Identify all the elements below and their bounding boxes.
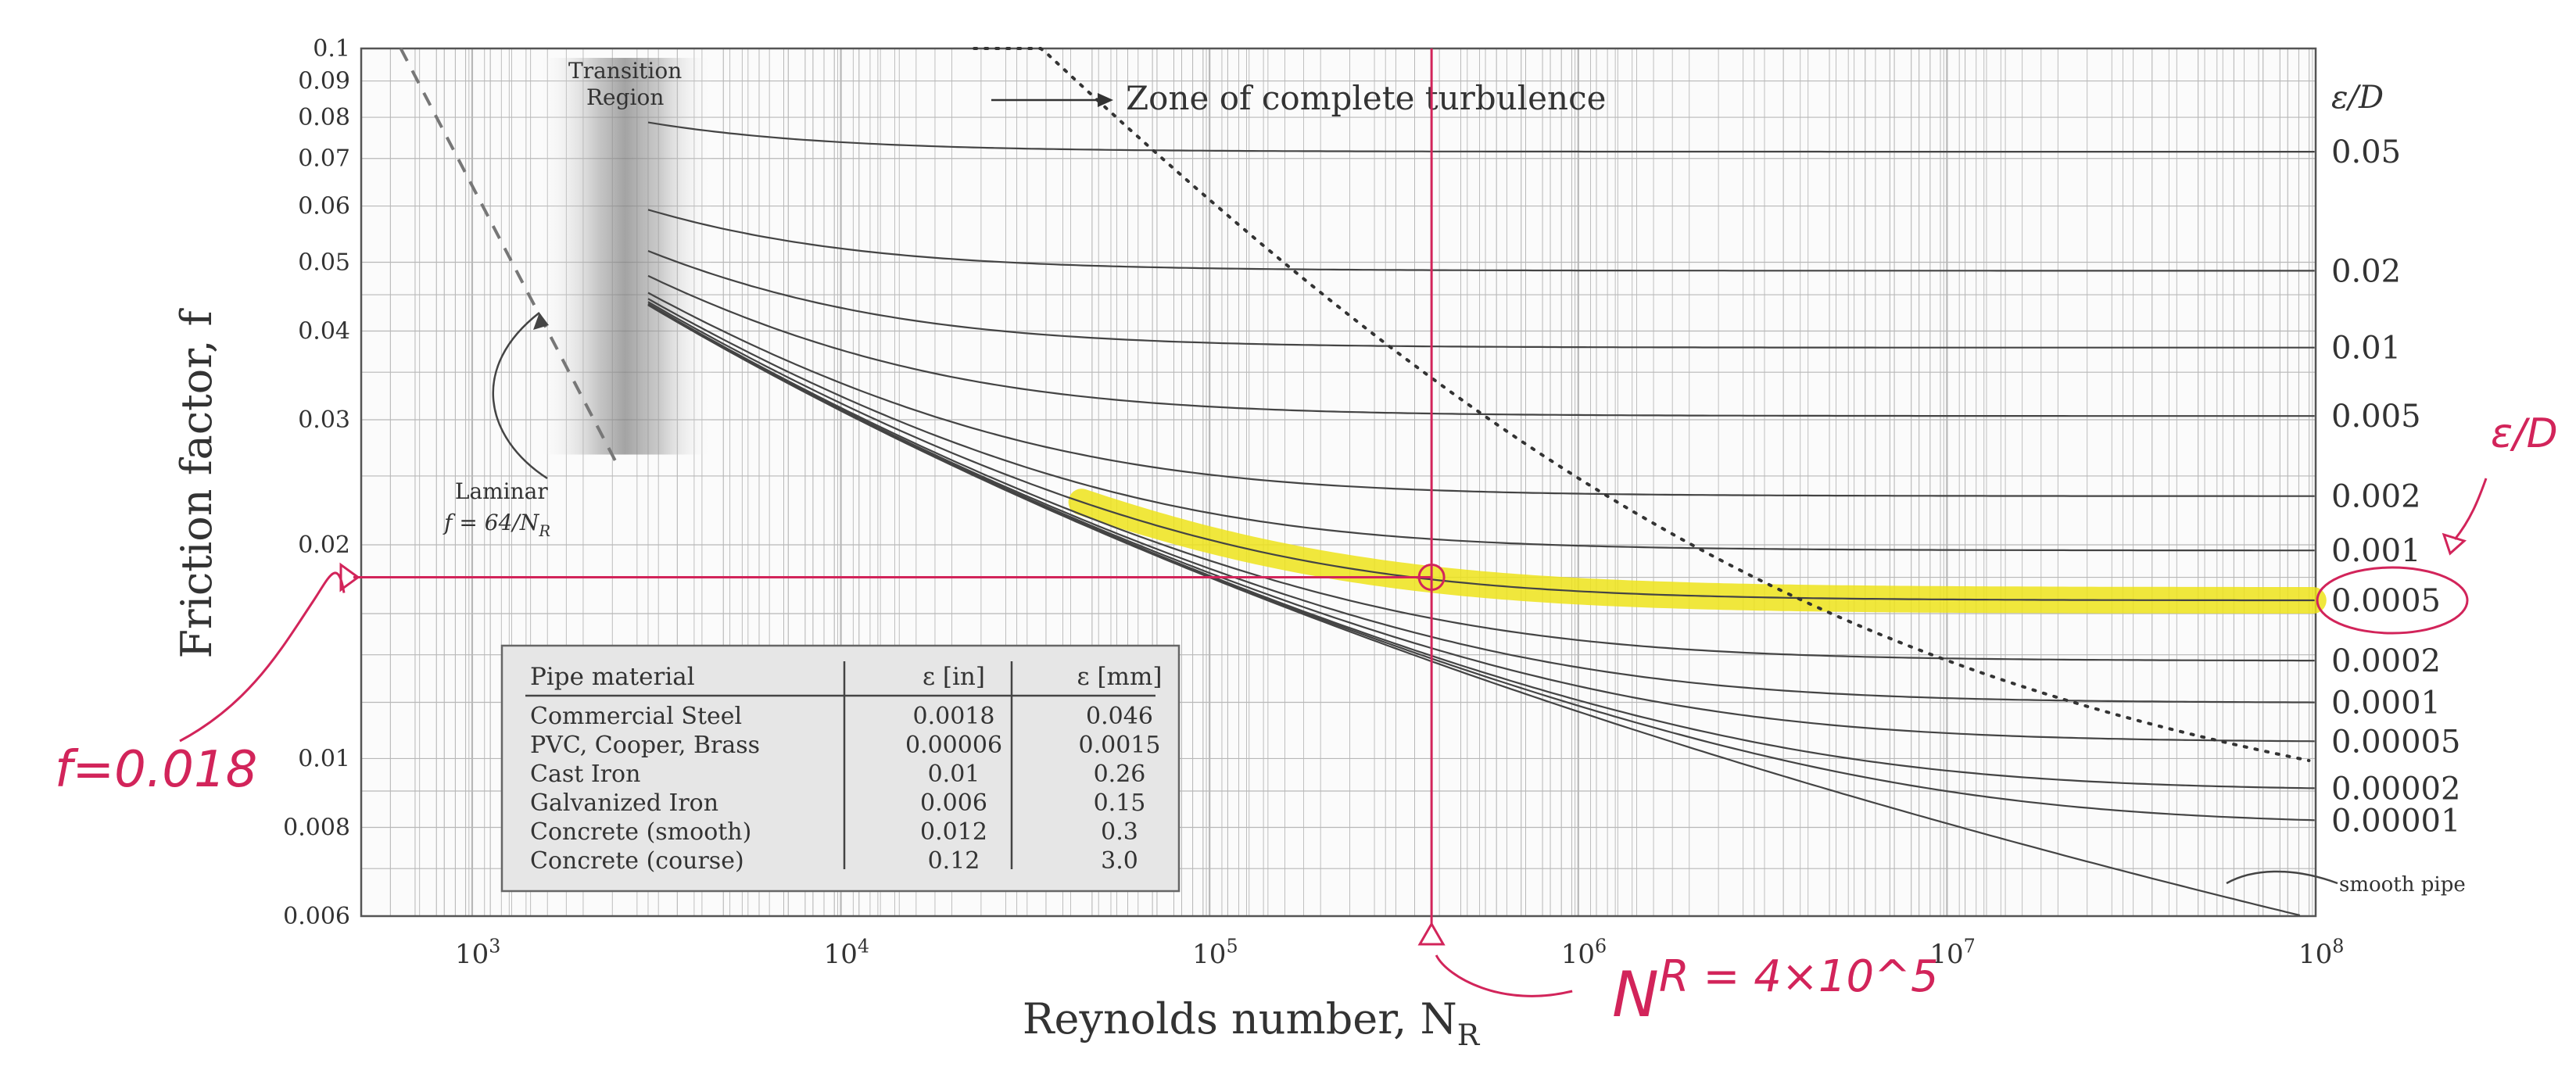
table-cell: 0.12 bbox=[928, 847, 980, 875]
pen-intersection-circle bbox=[1417, 564, 1446, 592]
x-tick-label: 104 bbox=[824, 935, 869, 970]
x-tick-label: 107 bbox=[1929, 935, 1975, 970]
x-tick-label: 103 bbox=[455, 935, 500, 970]
table-cell: 0.01 bbox=[928, 761, 980, 788]
x-tick-label: 108 bbox=[2298, 935, 2344, 970]
laminar-line bbox=[399, 48, 618, 463]
curve-ed-0.0001 bbox=[647, 303, 2315, 703]
table-header-0: Pipe material bbox=[530, 663, 695, 691]
complete-turbulence-boundary bbox=[973, 47, 2311, 762]
transition-region-band bbox=[537, 58, 714, 455]
materials-table-box bbox=[500, 644, 1181, 893]
table-cell: 0.3 bbox=[1101, 818, 1138, 846]
laminar-arrowhead bbox=[533, 313, 549, 330]
table-cell: 0.00006 bbox=[905, 732, 1002, 759]
table-cell: 0.26 bbox=[1094, 761, 1146, 788]
curve-ed-0.05 bbox=[647, 121, 2315, 153]
pen-ed-label: ε/D bbox=[2491, 410, 2558, 457]
smooth-pipe-pointer bbox=[2226, 870, 2338, 885]
pen-f-leader bbox=[179, 571, 346, 743]
pen-f-label: f=0.018 bbox=[55, 741, 257, 799]
laminar-arrow bbox=[492, 312, 548, 480]
y-tick-label: 0.02 bbox=[298, 532, 350, 559]
curve-ed-0.01 bbox=[647, 249, 2315, 349]
ed-label-0.05: 0.05 bbox=[2331, 134, 2401, 170]
transition-label: Transition bbox=[568, 58, 682, 84]
y-tick-label: 0.006 bbox=[283, 903, 350, 930]
laminar-formula: f = 64/NR bbox=[442, 510, 550, 540]
curve-ed-0.0005 bbox=[647, 301, 2315, 602]
ed-label-0.02: 0.02 bbox=[2331, 253, 2401, 289]
y-tick-label: 0.07 bbox=[298, 145, 350, 173]
y-tick-label: 0.01 bbox=[298, 745, 350, 772]
ed-label-0.001: 0.001 bbox=[2331, 533, 2421, 569]
ed-label-0.01: 0.01 bbox=[2331, 331, 2401, 367]
y-tick-label: 0.03 bbox=[298, 406, 350, 434]
table-cell: 3.0 bbox=[1101, 847, 1138, 875]
friction-curves bbox=[647, 121, 2315, 917]
ed-label-0.002: 0.002 bbox=[2331, 479, 2421, 515]
y-tick-label: 0.08 bbox=[298, 104, 350, 131]
pen-ed-arrow bbox=[2442, 532, 2467, 556]
curve-ed-0.0002 bbox=[647, 303, 2315, 662]
table-cell: Galvanized Iron bbox=[530, 789, 718, 817]
curve-ed-0.005 bbox=[647, 274, 2315, 417]
y-tick-label: 0.09 bbox=[298, 68, 350, 95]
table-cell: 0.0018 bbox=[913, 703, 995, 730]
table-cell: Cast Iron bbox=[530, 761, 640, 788]
complete-turbulence-label: Zone of complete turbulence bbox=[1126, 79, 1606, 117]
ed-label-0.0005: 0.0005 bbox=[2331, 583, 2441, 619]
ed-label-0.00001: 0.00001 bbox=[2331, 803, 2460, 839]
curve-ed-0.001 bbox=[647, 298, 2315, 552]
pen-nr-label: NR = 4×10^5 bbox=[1612, 951, 1939, 1031]
ed-label-0.005: 0.005 bbox=[2331, 399, 2421, 435]
y-tick-label: 0.008 bbox=[283, 814, 350, 841]
table-cell: 0.012 bbox=[920, 818, 987, 846]
table-cell: PVC, Cooper, Brass bbox=[530, 732, 760, 759]
pen-ed-leader bbox=[2453, 478, 2488, 540]
ed-label-0.00002: 0.00002 bbox=[2331, 771, 2460, 807]
pen-ed-circle bbox=[2316, 566, 2469, 635]
y-axis-title: Friction factor, f bbox=[172, 307, 221, 658]
transition-label-line2: Region bbox=[586, 84, 664, 110]
curve-ed-0.002 bbox=[647, 292, 2315, 497]
curve-smooth-pipe bbox=[647, 304, 2301, 917]
table-cell: 0.15 bbox=[1094, 789, 1146, 817]
table-cell: 0.046 bbox=[1086, 703, 1153, 730]
x-axis-title: Reynolds number, NR bbox=[1023, 994, 1481, 1052]
plot-frame bbox=[360, 47, 2317, 918]
ed-label-0.00005: 0.00005 bbox=[2331, 724, 2460, 760]
curve-ed-0.02 bbox=[647, 209, 2315, 272]
x-tick-label: 105 bbox=[1192, 935, 1238, 970]
table-cell: Commercial Steel bbox=[530, 703, 742, 730]
table-cell: Concrete (course) bbox=[530, 847, 744, 875]
smooth-pipe-label: smooth pipe bbox=[2339, 873, 2466, 897]
laminar-label: Laminar bbox=[455, 478, 549, 504]
table-header-2: ε [mm] bbox=[1077, 663, 1163, 691]
table-cell: 0.0015 bbox=[1079, 732, 1161, 759]
table-cell: 0.006 bbox=[920, 789, 987, 817]
y-tick-label: 0.05 bbox=[298, 249, 350, 276]
table-header-1: ε [in] bbox=[923, 663, 985, 691]
y-tick-label: 0.1 bbox=[313, 35, 350, 63]
ed-label-0.0002: 0.0002 bbox=[2331, 643, 2441, 679]
y-tick-label: 0.04 bbox=[298, 318, 350, 345]
table-cell: Concrete (smooth) bbox=[530, 818, 751, 846]
pen-nr-leader bbox=[1435, 954, 1573, 997]
ed-label-0.0001: 0.0001 bbox=[2331, 686, 2441, 721]
y-tick-label: 0.06 bbox=[298, 193, 350, 220]
turbulence-arrowhead bbox=[1098, 93, 1113, 107]
right-axis-title: ε/D bbox=[2331, 80, 2384, 116]
pen-nr-arrow bbox=[1417, 921, 1446, 946]
x-tick-label: 106 bbox=[1561, 935, 1607, 970]
